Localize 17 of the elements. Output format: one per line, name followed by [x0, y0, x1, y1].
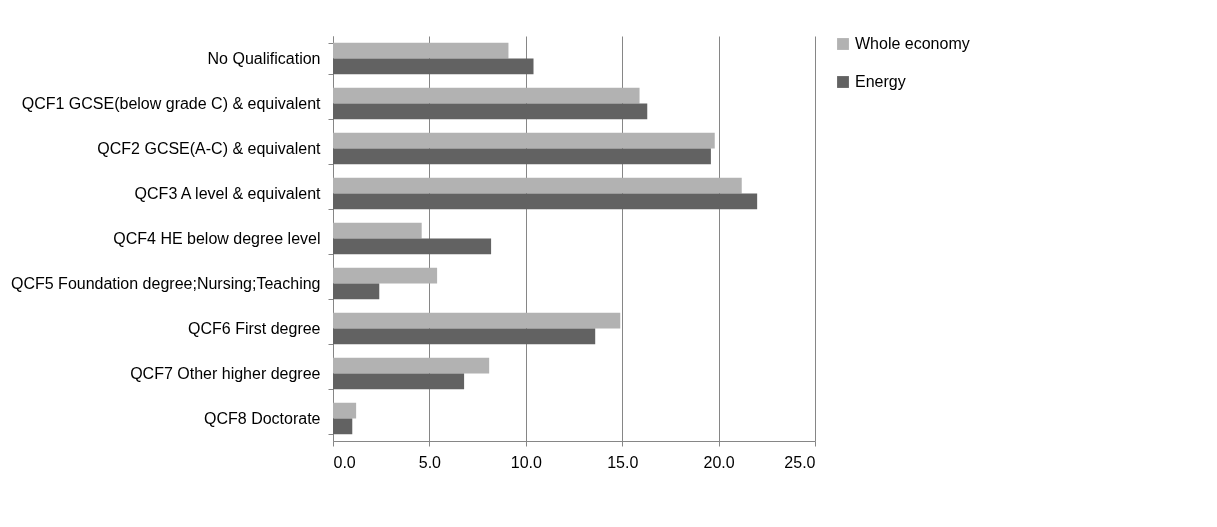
- x-tick-label: 5.0: [418, 453, 442, 471]
- x-tick-label: 10.0: [510, 453, 542, 471]
- y-tick-label: QCF6 First degree: [188, 320, 321, 337]
- x-tick-label: 25.0: [784, 453, 816, 471]
- y-tick-label: No Qualification: [207, 50, 321, 67]
- legend-label: Energy: [855, 73, 906, 90]
- x-tick-label: 15.0: [607, 453, 639, 471]
- y-tick-label: QCF1 GCSE(below grade C) & equivalent: [21, 95, 322, 112]
- legend-label: Whole economy: [855, 35, 970, 52]
- y-tick-label: QCF2 GCSE(A-C) & equivalent: [97, 140, 322, 157]
- y-tick-label: QCF5 Foundation degree;Nursing;Teaching: [10, 275, 321, 292]
- y-tick-label: QCF8 Doctorate: [204, 410, 321, 427]
- x-tick-label: 0.0: [333, 453, 356, 471]
- x-tick-label: 20.0: [703, 453, 735, 471]
- y-tick-label: QCF7 Other higher degree: [130, 365, 321, 382]
- y-tick-label: QCF3 A level & equivalent: [134, 185, 322, 202]
- y-tick-label: QCF4 HE below degree level: [113, 230, 321, 247]
